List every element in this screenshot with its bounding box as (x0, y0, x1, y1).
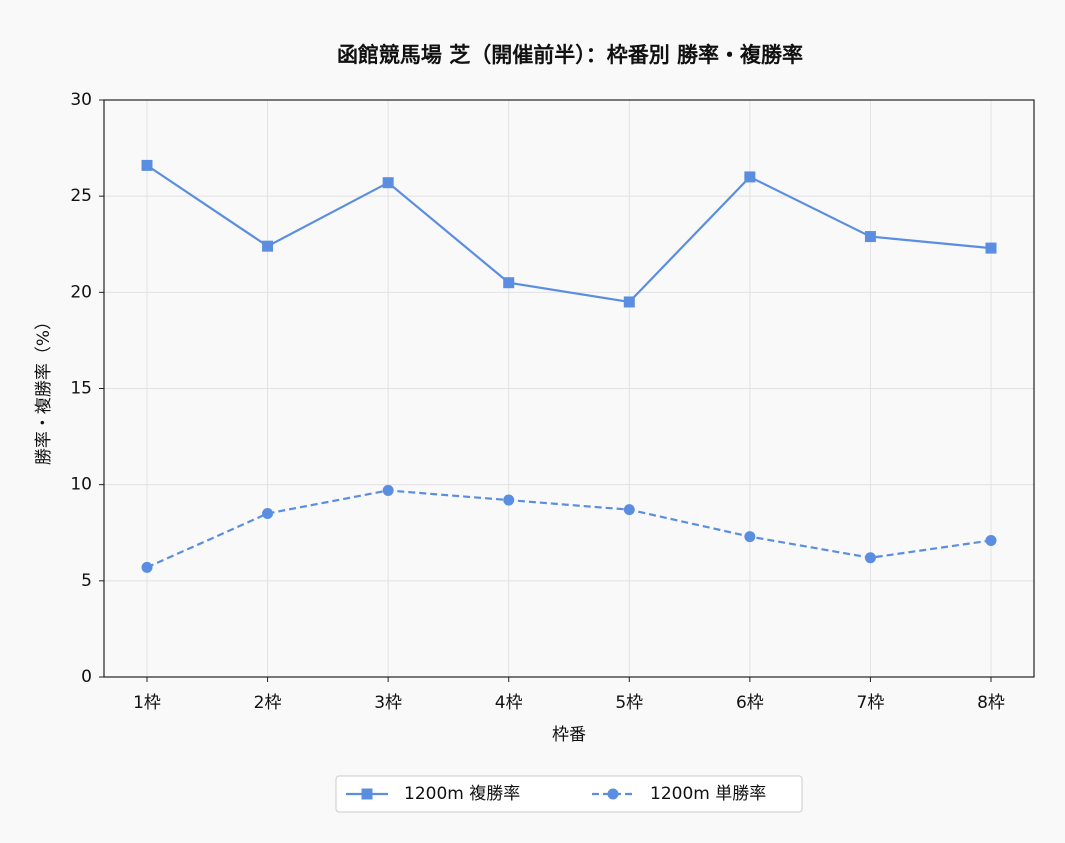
series-line (146, 164, 992, 304)
y-tick-label: 0 (81, 667, 92, 687)
y-tick-label: 20 (70, 282, 92, 302)
marker (864, 552, 876, 564)
marker (262, 240, 274, 252)
marker (361, 788, 373, 800)
marker (623, 296, 635, 308)
marker (141, 159, 153, 171)
marker (985, 534, 997, 546)
legend-item: 1200m 単勝率 (592, 784, 766, 804)
plot (141, 159, 997, 573)
marker (262, 508, 274, 520)
marker (141, 561, 153, 573)
marker (744, 171, 756, 183)
x-tick-label: 5枠 (615, 693, 643, 713)
y-axis-label: 勝率・複勝率（%） (34, 313, 54, 465)
y-tick-label: 10 (70, 475, 92, 495)
marker (623, 504, 635, 516)
x-tick-label: 2枠 (254, 693, 282, 713)
legend-box (335, 775, 803, 813)
y-tick-label: 25 (70, 186, 92, 206)
x-tick-label: 7枠 (857, 693, 885, 713)
marker (744, 531, 756, 543)
x-axis-label: 枠番 (552, 725, 586, 745)
y-tick-label: 30 (70, 90, 92, 110)
y-tick-label: 5 (81, 571, 92, 591)
marker (864, 231, 876, 243)
marker (382, 177, 394, 189)
x-tick-label: 3枠 (374, 693, 402, 713)
marker (985, 242, 997, 254)
legend-item: 1200m 複勝率 (346, 784, 520, 804)
chart-title: 函館競馬場 芝（開催前半）：枠番別 勝率・複勝率 (337, 43, 803, 67)
x-tick-label: 8枠 (977, 693, 1005, 713)
x-tick-label: 6枠 (736, 693, 764, 713)
legend-label: 1200m 複勝率 (404, 784, 520, 804)
legend-label: 1200m 単勝率 (650, 784, 766, 804)
y-tick-label: 15 (70, 379, 92, 399)
marker (382, 484, 394, 496)
x-tick-label: 1枠 (133, 693, 161, 713)
x-tick-label: 4枠 (495, 693, 523, 713)
marker (503, 277, 515, 289)
marker (503, 494, 515, 506)
marker (607, 788, 619, 800)
